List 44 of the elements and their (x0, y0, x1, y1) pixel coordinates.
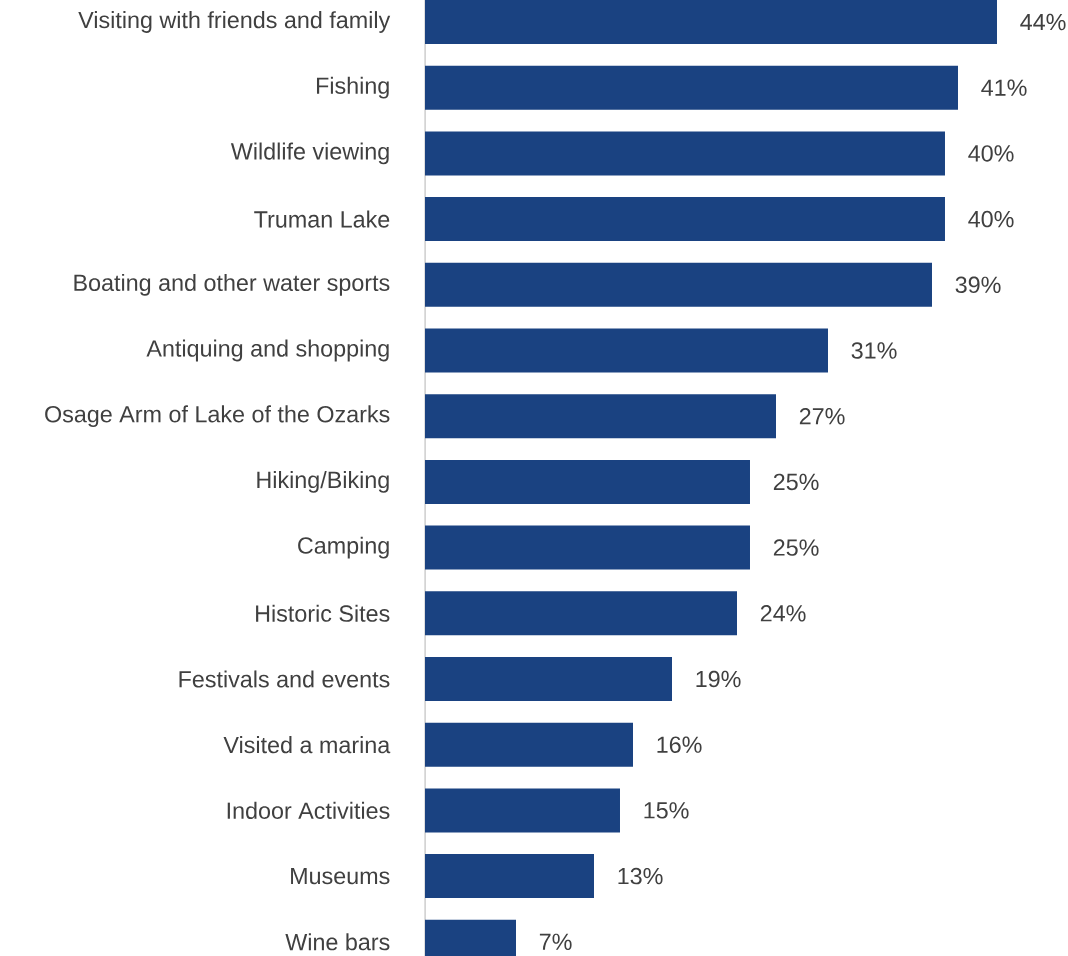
data-label: 40% (968, 145, 1014, 162)
bar (425, 328, 828, 373)
data-label: 40% (968, 210, 1014, 228)
bar (425, 788, 620, 833)
data-label: 19% (696, 670, 741, 688)
bar (425, 131, 945, 176)
data-label: 27% (799, 407, 845, 425)
y-tick-label: Truman Lake (254, 210, 390, 228)
data-label: 7% (539, 933, 572, 950)
data-label: 39% (955, 276, 1001, 294)
bar (425, 262, 932, 307)
y-tick-label: Osage Arm of Lake of the Ozarks (45, 405, 390, 428)
y-tick-label: Festivals and events (179, 670, 390, 688)
bar (425, 854, 594, 899)
y-tick-label: Boating and other water sports (74, 273, 390, 296)
y-tick-label: Hiking/Biking (257, 471, 389, 493)
y-tick-label: Indoor Activities (227, 801, 390, 819)
bar (425, 459, 750, 504)
bar (425, 0, 997, 44)
bar (425, 197, 945, 242)
data-label: 25% (773, 473, 819, 491)
y-tick-label: Camping (298, 536, 389, 559)
data-label: 44% (1020, 13, 1066, 31)
data-label: 31% (851, 342, 897, 359)
bar (425, 65, 958, 110)
data-label: 25% (773, 539, 819, 556)
bar (425, 722, 633, 767)
y-tick-label: Museums (291, 867, 390, 885)
y-tick-label: Visited a marina (223, 736, 391, 754)
y-tick-label: Wildlife viewing (230, 142, 389, 165)
data-label: 41% (981, 79, 1027, 96)
y-tick-label: Wine bars (285, 933, 390, 951)
bar (425, 525, 750, 570)
y-tick-label: Historic Sites (256, 604, 390, 622)
data-label: 15% (644, 802, 689, 819)
y-tick-label: Visiting with friends and family (78, 11, 391, 33)
bar (425, 591, 737, 636)
y-tick-label: Antiquing and shopping (146, 339, 389, 362)
bar (425, 656, 672, 701)
data-label: 13% (618, 867, 663, 885)
y-tick-label: Fishing (317, 76, 389, 99)
bar (425, 394, 776, 439)
data-label: 16% (657, 736, 702, 753)
data-label: 24% (760, 605, 806, 622)
